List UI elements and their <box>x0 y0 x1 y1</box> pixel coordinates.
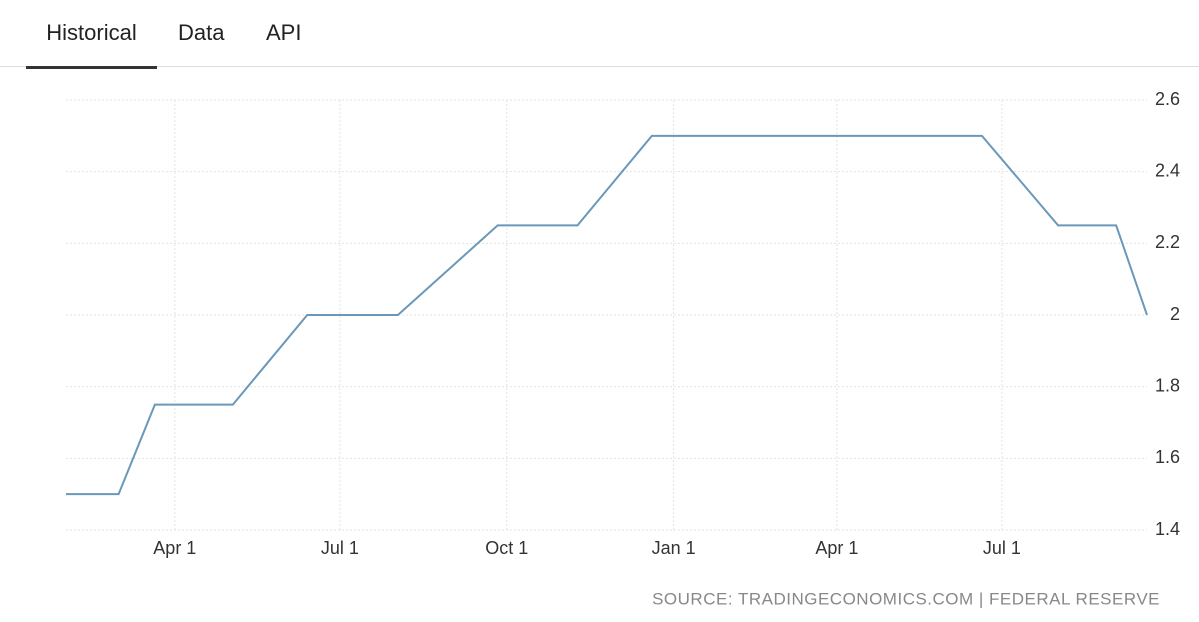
tab[interactable]: Data <box>178 20 225 45</box>
tab[interactable]: Historical <box>26 20 157 69</box>
tab-bar: Historical Data API <box>0 0 1199 69</box>
y-tick-label: 2.6 <box>1155 89 1180 109</box>
x-tick-label: Apr 1 <box>153 538 196 558</box>
y-tick-label: 2.4 <box>1155 160 1180 180</box>
x-tick-label: Apr 1 <box>815 538 858 558</box>
y-tick-label: 1.4 <box>1155 519 1180 539</box>
x-tick-label: Jul 1 <box>983 538 1021 558</box>
x-tick-label: Jul 1 <box>321 538 359 558</box>
y-tick-label: 2.2 <box>1155 232 1180 252</box>
tab[interactable]: API <box>266 20 302 45</box>
x-tick-label: Jan 1 <box>652 538 696 558</box>
line <box>66 134 1148 496</box>
x-tick-label: Oct 1 <box>485 538 528 558</box>
source: SOURCE: TRADINGECONOMICS.COM | FEDERAL R… <box>652 589 1160 608</box>
y-tick-label: 1.8 <box>1155 375 1180 395</box>
y-tick-label: 2 <box>1170 304 1180 324</box>
y-tick-label: 1.6 <box>1155 447 1180 467</box>
